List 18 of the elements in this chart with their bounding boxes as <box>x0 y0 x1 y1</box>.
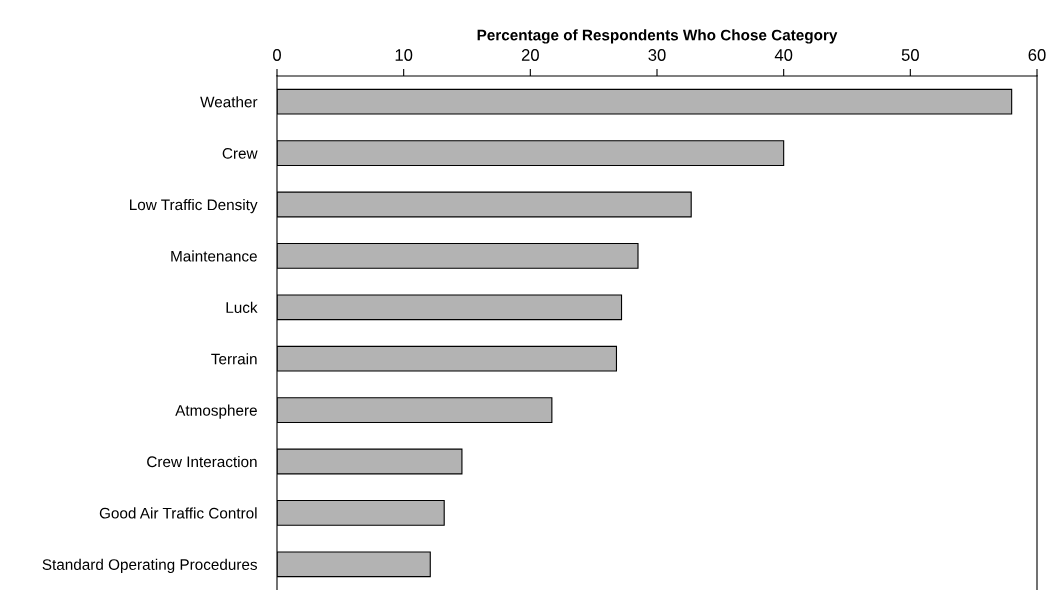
x-tick-label: 0 <box>273 49 281 61</box>
y-tick-label: Luck <box>226 301 258 313</box>
y-tick-label: Atmosphere <box>175 404 257 419</box>
y-tick-label: Good Air Traffic Control <box>99 507 257 519</box>
y-tick-label: Crew Interaction <box>147 455 257 468</box>
x-axis-title: Percentage of Respondents Who Chose Category <box>477 29 838 44</box>
y-tick-label: Maintenance <box>171 250 257 262</box>
y-tick-label: Terrain <box>211 353 257 365</box>
x-tick-label: 30 <box>648 49 666 61</box>
x-tick-label: 10 <box>395 49 413 61</box>
x-tick-label: 50 <box>901 49 919 61</box>
x-tick-label: 60 <box>1028 49 1046 61</box>
x-tick-label: 40 <box>774 49 793 61</box>
y-tick-label: Crew <box>222 147 258 159</box>
y-tick-label: Standard Operating Procedures <box>42 558 258 574</box>
x-tick-label: 20 <box>521 49 539 61</box>
y-tick-label: Weather <box>200 96 258 108</box>
y-tick-label: Low Traffic Density <box>130 198 258 214</box>
